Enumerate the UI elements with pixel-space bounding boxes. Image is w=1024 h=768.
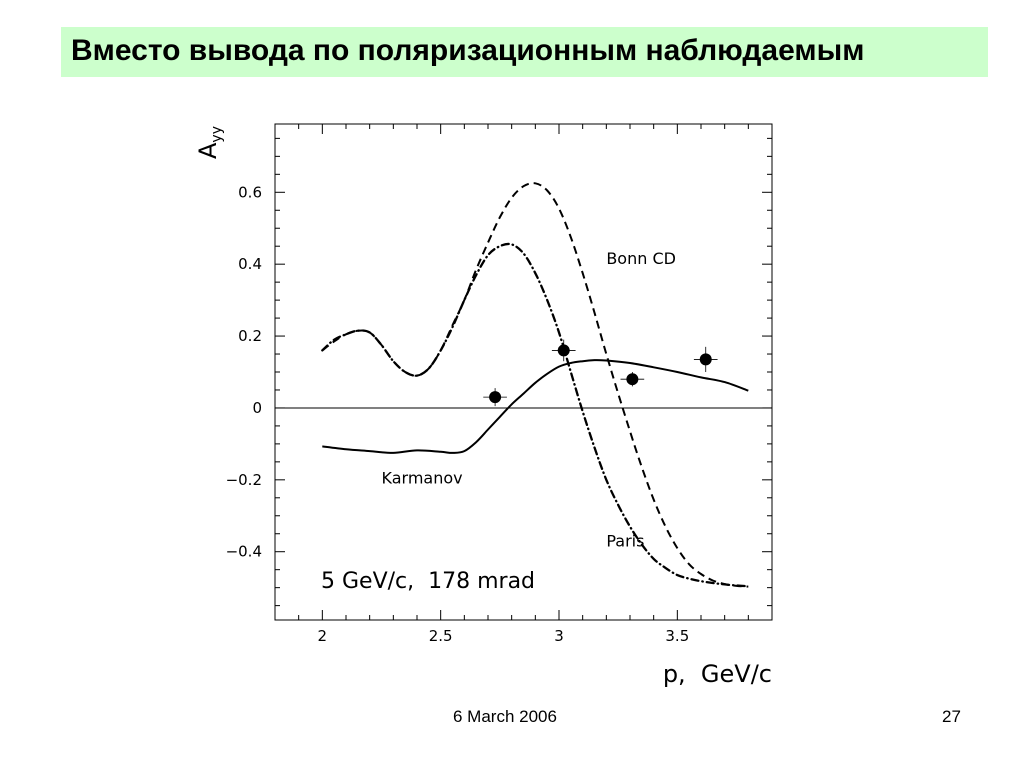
label-karmanov: Karmanov — [382, 468, 463, 487]
curve-karmanov — [322, 359, 749, 454]
y-tick-label: 0.4 — [238, 255, 262, 273]
kinematics-annotation: 5 GeV/c, 178 mrad — [321, 569, 535, 594]
title-bar: Вместо вывода по поляризационным наблюда… — [61, 27, 988, 77]
y-tick-label: −0.2 — [226, 471, 262, 489]
axis-ticks — [275, 124, 772, 620]
y-tick-label: −0.4 — [226, 543, 262, 561]
curve-paris — [321, 242, 750, 588]
axis-tick-labels: 2 2.5 3 3.5 −0.4 −0.2 0 0.2 0.4 0.6 — [226, 183, 690, 645]
x-tick-label: 3 — [554, 627, 564, 645]
x-tick-label: 2 — [318, 627, 328, 645]
slide-title: Вместо вывода по поляризационным наблюда… — [71, 34, 865, 67]
x-axis-label: p, GeV/c — [663, 660, 772, 688]
x-tick-label: 3.5 — [665, 627, 689, 645]
y-axis-label-main: A — [194, 142, 222, 159]
x-tick-label: 2.5 — [429, 627, 453, 645]
curve-labels: Bonn CD Paris Karmanov — [382, 249, 676, 550]
data-points — [483, 339, 718, 407]
curves — [321, 182, 750, 588]
slide-page-number: 27 — [942, 707, 961, 726]
data-point — [699, 353, 712, 366]
label-bonn-cd: Bonn CD — [606, 249, 676, 268]
data-point — [557, 344, 570, 357]
y-tick-label: 0 — [252, 399, 262, 417]
y-axis-label: Ayy — [194, 126, 225, 159]
data-point — [626, 373, 639, 386]
slide-date: 6 March 2006 — [453, 707, 557, 726]
curve-bonn-cd — [321, 182, 749, 588]
plot-frame — [274, 123, 773, 621]
y-axis-label-sub: yy — [209, 126, 225, 143]
y-tick-label: 0.6 — [238, 183, 262, 201]
y-tick-label: 0.2 — [238, 327, 262, 345]
data-point — [489, 391, 502, 404]
label-paris: Paris — [606, 531, 644, 550]
